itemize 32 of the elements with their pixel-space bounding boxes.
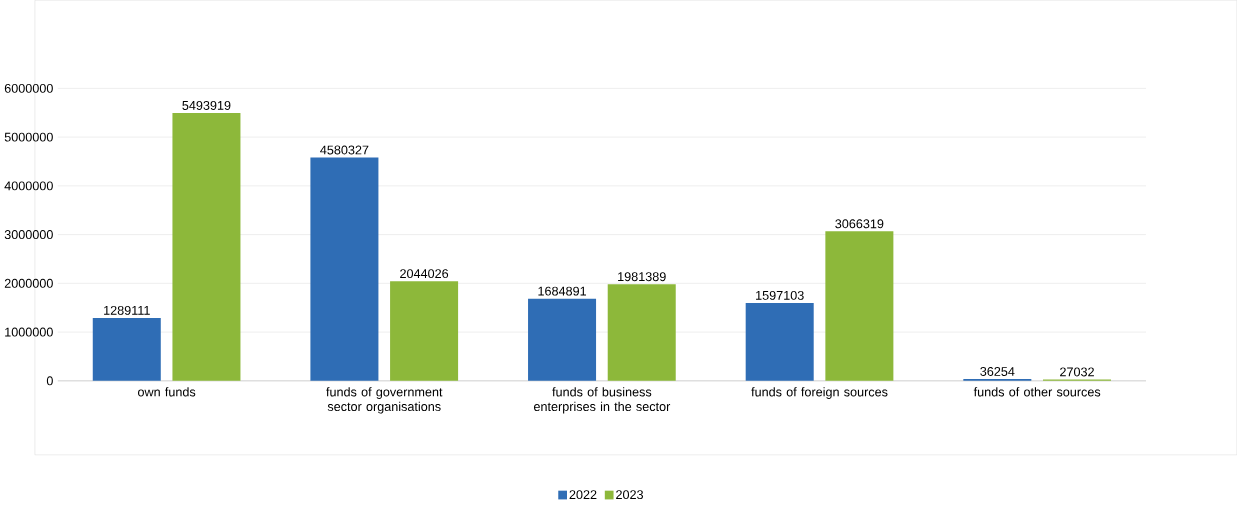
- data-label: 1597103: [756, 291, 804, 300]
- y-tick-label: 4000000: [4, 181, 53, 191]
- y-tick-label: 6000000: [4, 84, 53, 93]
- x-tick-label: own funds: [138, 387, 196, 397]
- y-tick-label: 3000000: [4, 230, 53, 240]
- data-label: 1289111: [104, 306, 150, 315]
- y-tick-label: 5000000: [4, 132, 53, 142]
- data-label: 1981389: [618, 272, 666, 282]
- bar: [607, 284, 676, 381]
- legend-label: 2022: [569, 490, 597, 500]
- data-label: 36254: [980, 367, 1015, 377]
- data-label: 27032: [1060, 367, 1094, 377]
- y-tick-label: 0: [46, 376, 53, 386]
- data-label: 3066319: [835, 219, 884, 229]
- bar: [310, 157, 379, 381]
- bar: [172, 113, 241, 381]
- data-label: 2044026: [400, 269, 449, 279]
- bar: [92, 318, 161, 381]
- bar: [528, 298, 597, 381]
- data-label: 5493919: [182, 101, 231, 111]
- bar: [825, 231, 894, 381]
- y-tick-label: 2000000: [4, 278, 53, 288]
- y-tick-label: 1000000: [5, 327, 53, 337]
- x-tick-label: funds of foreign sources: [751, 387, 888, 400]
- data-label: 4580327: [320, 145, 369, 155]
- bar: [745, 303, 814, 381]
- data-label: 1684891: [538, 286, 587, 296]
- legend-label: 2023: [616, 490, 644, 500]
- x-tick-label: funds of business enterprises in the sector: [533, 387, 671, 414]
- x-tick-label: funds of government sector organisations: [326, 387, 443, 414]
- bar: [390, 281, 459, 381]
- x-tick-label: funds of other sources: [973, 387, 1101, 397]
